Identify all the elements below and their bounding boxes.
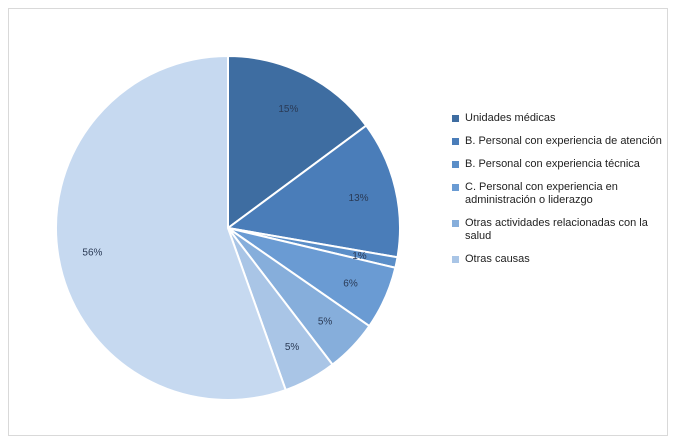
pie-slice-0 [227, 54, 368, 230]
legend-swatch-5 [452, 256, 459, 263]
legend-item-5: Otras causas [452, 253, 667, 266]
pie-slice-label-6: 56% [82, 247, 102, 258]
legend-label-4: Otras actividades relacionadas con la sa… [465, 217, 648, 242]
legend-item-2: B. Personal con experiencia técnica [452, 158, 667, 171]
legend-item-1: B. Personal con experiencia de atención [452, 135, 667, 148]
pie-slice-label-1: 13% [349, 193, 369, 204]
chart-legend: Unidades médicas B. Personal con experien… [452, 112, 667, 276]
pie-slice-6 [55, 54, 287, 401]
pie-labels: 15% 13% 1% 6% 5% 5% 56% [82, 104, 368, 353]
pie-slice-label-0: 15% [278, 104, 298, 115]
legend-label-2: B. Personal con experiencia técnica [465, 158, 640, 170]
legend-swatch-0 [452, 115, 459, 122]
legend-label-3: C. Personal con experiencia en administr… [465, 181, 618, 206]
legend-label-1: B. Personal con experiencia de atención [465, 135, 662, 147]
pie-slice-1 [225, 124, 401, 259]
legend-swatch-2 [452, 161, 459, 168]
legend-swatch-4 [452, 220, 459, 227]
legend-swatch-3 [452, 184, 459, 191]
pie-slice-label-2: 1% [352, 251, 367, 262]
legend-item-4: Otras actividades relacionadas con la sa… [452, 217, 667, 243]
pie-slice-label-3: 6% [343, 279, 358, 290]
pie-slices [55, 54, 401, 401]
legend-swatch-1 [452, 138, 459, 145]
pie-slice-label-4: 5% [318, 317, 333, 328]
pie-slice-label-5: 5% [285, 342, 300, 353]
legend-item-3: C. Personal con experiencia en administr… [452, 181, 667, 207]
legend-label-5: Otras causas [465, 253, 530, 265]
legend-item-0: Unidades médicas [452, 112, 667, 125]
legend-label-0: Unidades médicas [465, 112, 556, 124]
